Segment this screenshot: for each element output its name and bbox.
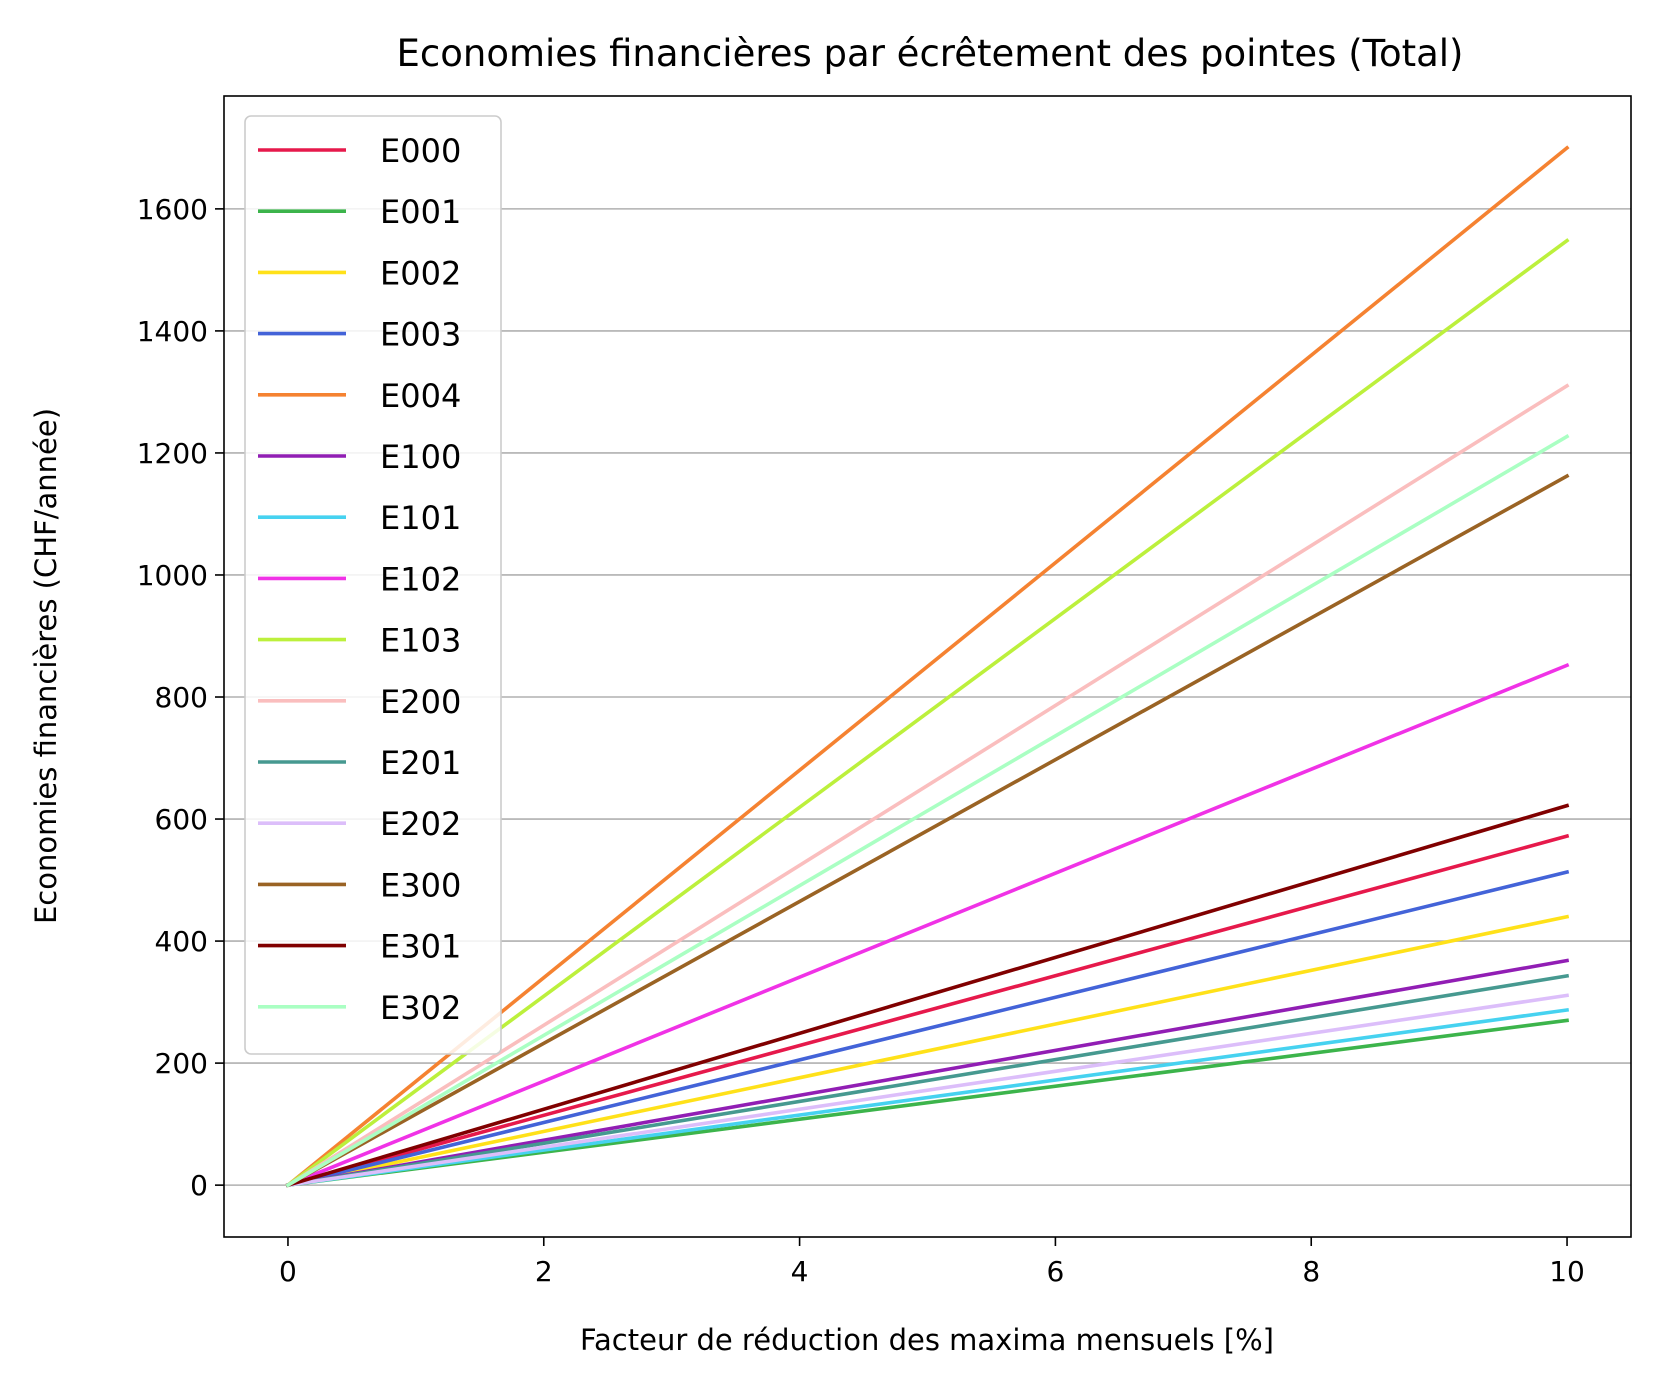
y-tick-label-600: 600 xyxy=(155,803,208,836)
series-line-E301 xyxy=(285,803,1570,1188)
legend-label-E002: E002 xyxy=(380,254,461,292)
legend-box xyxy=(244,115,502,1055)
legend: E000 E001 E002 E003 E004 E100 E101 E102 E103 E200… xyxy=(244,115,502,1055)
plot-frame xyxy=(223,95,1632,1238)
y-tick-label-200: 200 xyxy=(155,1047,208,1080)
x-tick-label-8: 8 xyxy=(1302,1255,1320,1288)
series-line-E102 xyxy=(285,662,1570,1188)
series-line-E302 xyxy=(285,434,1570,1188)
legend-label-E103: E103 xyxy=(380,622,461,660)
x-axis: 0 2 4 6 8 10 xyxy=(279,1237,1585,1288)
legend-label-E100: E100 xyxy=(380,438,461,476)
legend-label-E003: E003 xyxy=(380,316,461,354)
legend-label-E102: E102 xyxy=(380,560,461,598)
legend-label-E004: E004 xyxy=(380,377,461,415)
legend-label-E101: E101 xyxy=(380,499,461,537)
y-tick-label-1400: 1400 xyxy=(137,315,208,348)
plot-lines xyxy=(285,145,1570,1188)
x-tick-label-4: 4 xyxy=(791,1255,809,1288)
y-tick-label-400: 400 xyxy=(155,925,208,958)
series-line-E003 xyxy=(285,869,1570,1188)
legend-label-E202: E202 xyxy=(380,805,461,843)
series-line-E300 xyxy=(285,473,1570,1188)
legend-label-E200: E200 xyxy=(380,683,461,721)
series-line-E200 xyxy=(285,383,1570,1188)
series-line-E101 xyxy=(285,1007,1570,1188)
x-tick-label-0: 0 xyxy=(279,1255,297,1288)
x-tick-label-10: 10 xyxy=(1549,1255,1585,1288)
series-line-E100 xyxy=(285,958,1570,1188)
series-line-E002 xyxy=(285,914,1570,1188)
legend-label-E001: E001 xyxy=(380,193,461,231)
x-axis-label: Facteur de réduction des maxima mensuels… xyxy=(580,1323,1274,1357)
y-axis-label: Economies financières (CHF/année) xyxy=(29,408,63,924)
chart-title: Economies financières par écrêtement des… xyxy=(397,32,1464,75)
legend-label-E300: E300 xyxy=(380,866,461,904)
y-tick-label-1200: 1200 xyxy=(137,437,208,470)
series-line-E201 xyxy=(285,973,1570,1188)
legend-label-E201: E201 xyxy=(380,744,461,782)
series-line-E202 xyxy=(285,993,1570,1188)
x-tick-label-2: 2 xyxy=(535,1255,553,1288)
y-tick-label-0: 0 xyxy=(190,1169,208,1202)
legend-label-E301: E301 xyxy=(380,928,461,966)
legend-label-E302: E302 xyxy=(380,989,461,1027)
y-tick-label-800: 800 xyxy=(155,681,208,714)
y-axis: 0 200 400 600 800 1000 1200 1400 1600 xyxy=(137,193,224,1202)
y-tick-label-1000: 1000 xyxy=(137,559,208,592)
y-tick-label-1600: 1600 xyxy=(137,193,208,226)
x-tick-label-6: 6 xyxy=(1046,1255,1064,1288)
series-line-E000 xyxy=(285,833,1570,1188)
legend-label-E000: E000 xyxy=(380,132,461,170)
